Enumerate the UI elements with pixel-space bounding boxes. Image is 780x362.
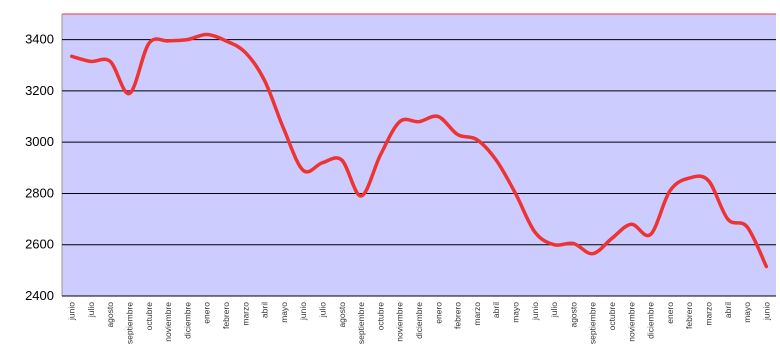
- y-tick-label: 2800: [25, 185, 54, 200]
- x-tick-label: junio: [298, 302, 308, 321]
- x-axis-ticks: junio julio agosto septiembre octubre noviemb…: [67, 302, 772, 344]
- x-tick-label: marzo: [240, 302, 250, 326]
- x-tick-label: septiembre: [356, 302, 366, 344]
- x-tick-label: agosto: [337, 302, 347, 328]
- x-tick-label: julio: [86, 302, 96, 318]
- x-tick-label: diciembre: [182, 302, 192, 339]
- x-tick-label: octubre: [607, 302, 617, 331]
- x-tick-label: febrero: [453, 302, 463, 329]
- x-tick-label: abril: [260, 302, 270, 318]
- x-tick-label: noviembre: [395, 302, 405, 342]
- x-tick-label: marzo: [703, 302, 713, 326]
- x-tick-label: octubre: [144, 302, 154, 331]
- plot-area: [62, 14, 776, 296]
- y-tick-label: 3000: [25, 134, 54, 149]
- x-tick-label: julio: [549, 302, 559, 318]
- x-tick-label: febrero: [221, 302, 231, 329]
- x-tick-label: mayo: [279, 302, 289, 323]
- x-tick-label: octubre: [375, 302, 385, 331]
- x-tick-label: febrero: [684, 302, 694, 329]
- y-tick-label: 3200: [25, 83, 54, 98]
- x-tick-label: junio: [530, 302, 540, 321]
- x-tick-label: enero: [665, 302, 675, 324]
- x-tick-label: junio: [67, 302, 77, 321]
- y-axis-ticks: 2400 2600 2800 3000 3200 3400: [25, 32, 54, 303]
- x-tick-label: septiembre: [125, 302, 135, 344]
- x-tick-label: diciembre: [414, 302, 424, 339]
- x-tick-label: noviembre: [163, 302, 173, 342]
- y-tick-label: 2400: [25, 288, 54, 303]
- x-tick-label: junio: [761, 302, 771, 321]
- x-tick-label: mayo: [510, 302, 520, 323]
- x-tick-label: enero: [433, 302, 443, 324]
- x-tick-label: septiembre: [588, 302, 598, 344]
- x-tick-label: agosto: [105, 302, 115, 328]
- x-tick-label: enero: [202, 302, 212, 324]
- gridlines: [62, 39, 776, 297]
- y-tick-label: 3400: [25, 32, 54, 47]
- x-tick-label: diciembre: [646, 302, 656, 339]
- x-tick-label: abril: [491, 302, 501, 318]
- x-tick-label: julio: [318, 302, 328, 318]
- x-tick-label: noviembre: [626, 302, 636, 342]
- x-tick-label: abril: [723, 302, 733, 318]
- x-tick-label: agosto: [568, 302, 578, 328]
- series-line: [69, 32, 769, 269]
- x-tick-label: mayo: [742, 302, 752, 323]
- x-tick-label: marzo: [472, 302, 482, 326]
- y-tick-label: 2600: [25, 237, 54, 252]
